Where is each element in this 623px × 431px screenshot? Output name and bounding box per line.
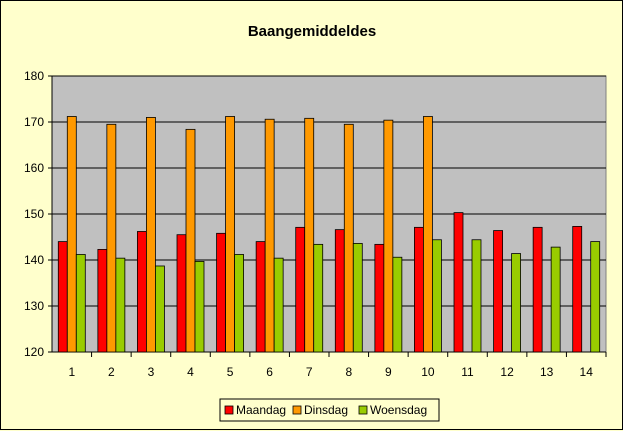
legend-swatch-dinsdag <box>292 405 302 415</box>
y-tick-label: 150 <box>24 207 44 221</box>
bar-maandag <box>137 231 147 353</box>
bar-dinsdag <box>383 119 394 353</box>
x-tick-label: 2 <box>108 365 115 379</box>
legend-swatch-maandag <box>224 405 234 415</box>
y-tick-label: 120 <box>24 345 44 359</box>
y-tick-label: 160 <box>24 161 44 175</box>
bar-woensdag <box>234 254 244 353</box>
bar-maandag <box>255 241 266 353</box>
bar-dinsdag <box>225 116 235 353</box>
bar-maandag <box>374 243 385 353</box>
y-tick-label: 180 <box>24 69 44 83</box>
bar-woensdag <box>75 254 86 353</box>
x-tick-label: 14 <box>580 365 594 379</box>
bar-dinsdag <box>106 123 117 353</box>
bar-woensdag <box>511 253 521 353</box>
bar-woensdag <box>352 243 363 353</box>
legend-label-maandag: Maandag <box>236 403 286 417</box>
y-tick-label: 130 <box>24 299 44 313</box>
x-tick-label: 7 <box>306 365 313 379</box>
x-tick-label: 10 <box>421 365 435 379</box>
bar-maandag <box>572 226 583 353</box>
bar-maandag <box>97 249 108 353</box>
bar-maandag <box>493 230 503 353</box>
x-tick-label: 1 <box>68 365 75 379</box>
bar-woensdag <box>115 257 126 353</box>
bar-maandag <box>57 241 68 353</box>
y-tick-label: 140 <box>24 253 44 267</box>
legend-label-dinsdag: Dinsdag <box>304 403 348 417</box>
bar-dinsdag <box>185 128 196 353</box>
x-tick-label: 11 <box>461 365 474 379</box>
bar-woensdag <box>313 243 324 353</box>
x-tick-label: 4 <box>187 365 194 379</box>
bar-maandag <box>334 229 345 353</box>
bar-woensdag <box>550 246 561 353</box>
x-tick-label: 8 <box>345 365 352 379</box>
bar-woensdag <box>432 239 442 353</box>
bar-woensdag <box>273 257 284 353</box>
x-tick-label: 13 <box>540 365 554 379</box>
bar-dinsdag <box>146 117 156 353</box>
bar-maandag <box>453 212 464 353</box>
legend-swatch-woensdag <box>358 405 368 415</box>
bar-dinsdag <box>343 123 354 353</box>
x-tick-label: 6 <box>266 365 273 379</box>
x-tick-label: 12 <box>500 365 514 379</box>
legend-label-woensdag: Woensdag <box>370 403 427 417</box>
x-tick-label: 9 <box>385 365 392 379</box>
bar-maandag <box>295 226 306 353</box>
x-tick-label: 5 <box>227 365 234 379</box>
chart-title: Baangemiddeldes <box>248 23 376 40</box>
bar-woensdag <box>155 265 165 353</box>
bar-woensdag <box>590 241 601 353</box>
bar-woensdag <box>471 239 482 353</box>
bar-woensdag <box>194 260 205 353</box>
x-tick-label: 3 <box>148 365 155 379</box>
bar-maandag <box>414 226 424 353</box>
bar-maandag <box>532 226 543 353</box>
bar-maandag <box>176 234 187 353</box>
bar-dinsdag <box>264 118 275 353</box>
y-tick-label: 170 <box>24 115 44 129</box>
bar-dinsdag <box>304 117 315 353</box>
bar-woensdag <box>392 256 403 353</box>
bar-dinsdag <box>423 116 433 353</box>
bar-dinsdag <box>66 116 77 353</box>
bar-maandag <box>216 232 226 353</box>
legend-box <box>219 398 440 422</box>
